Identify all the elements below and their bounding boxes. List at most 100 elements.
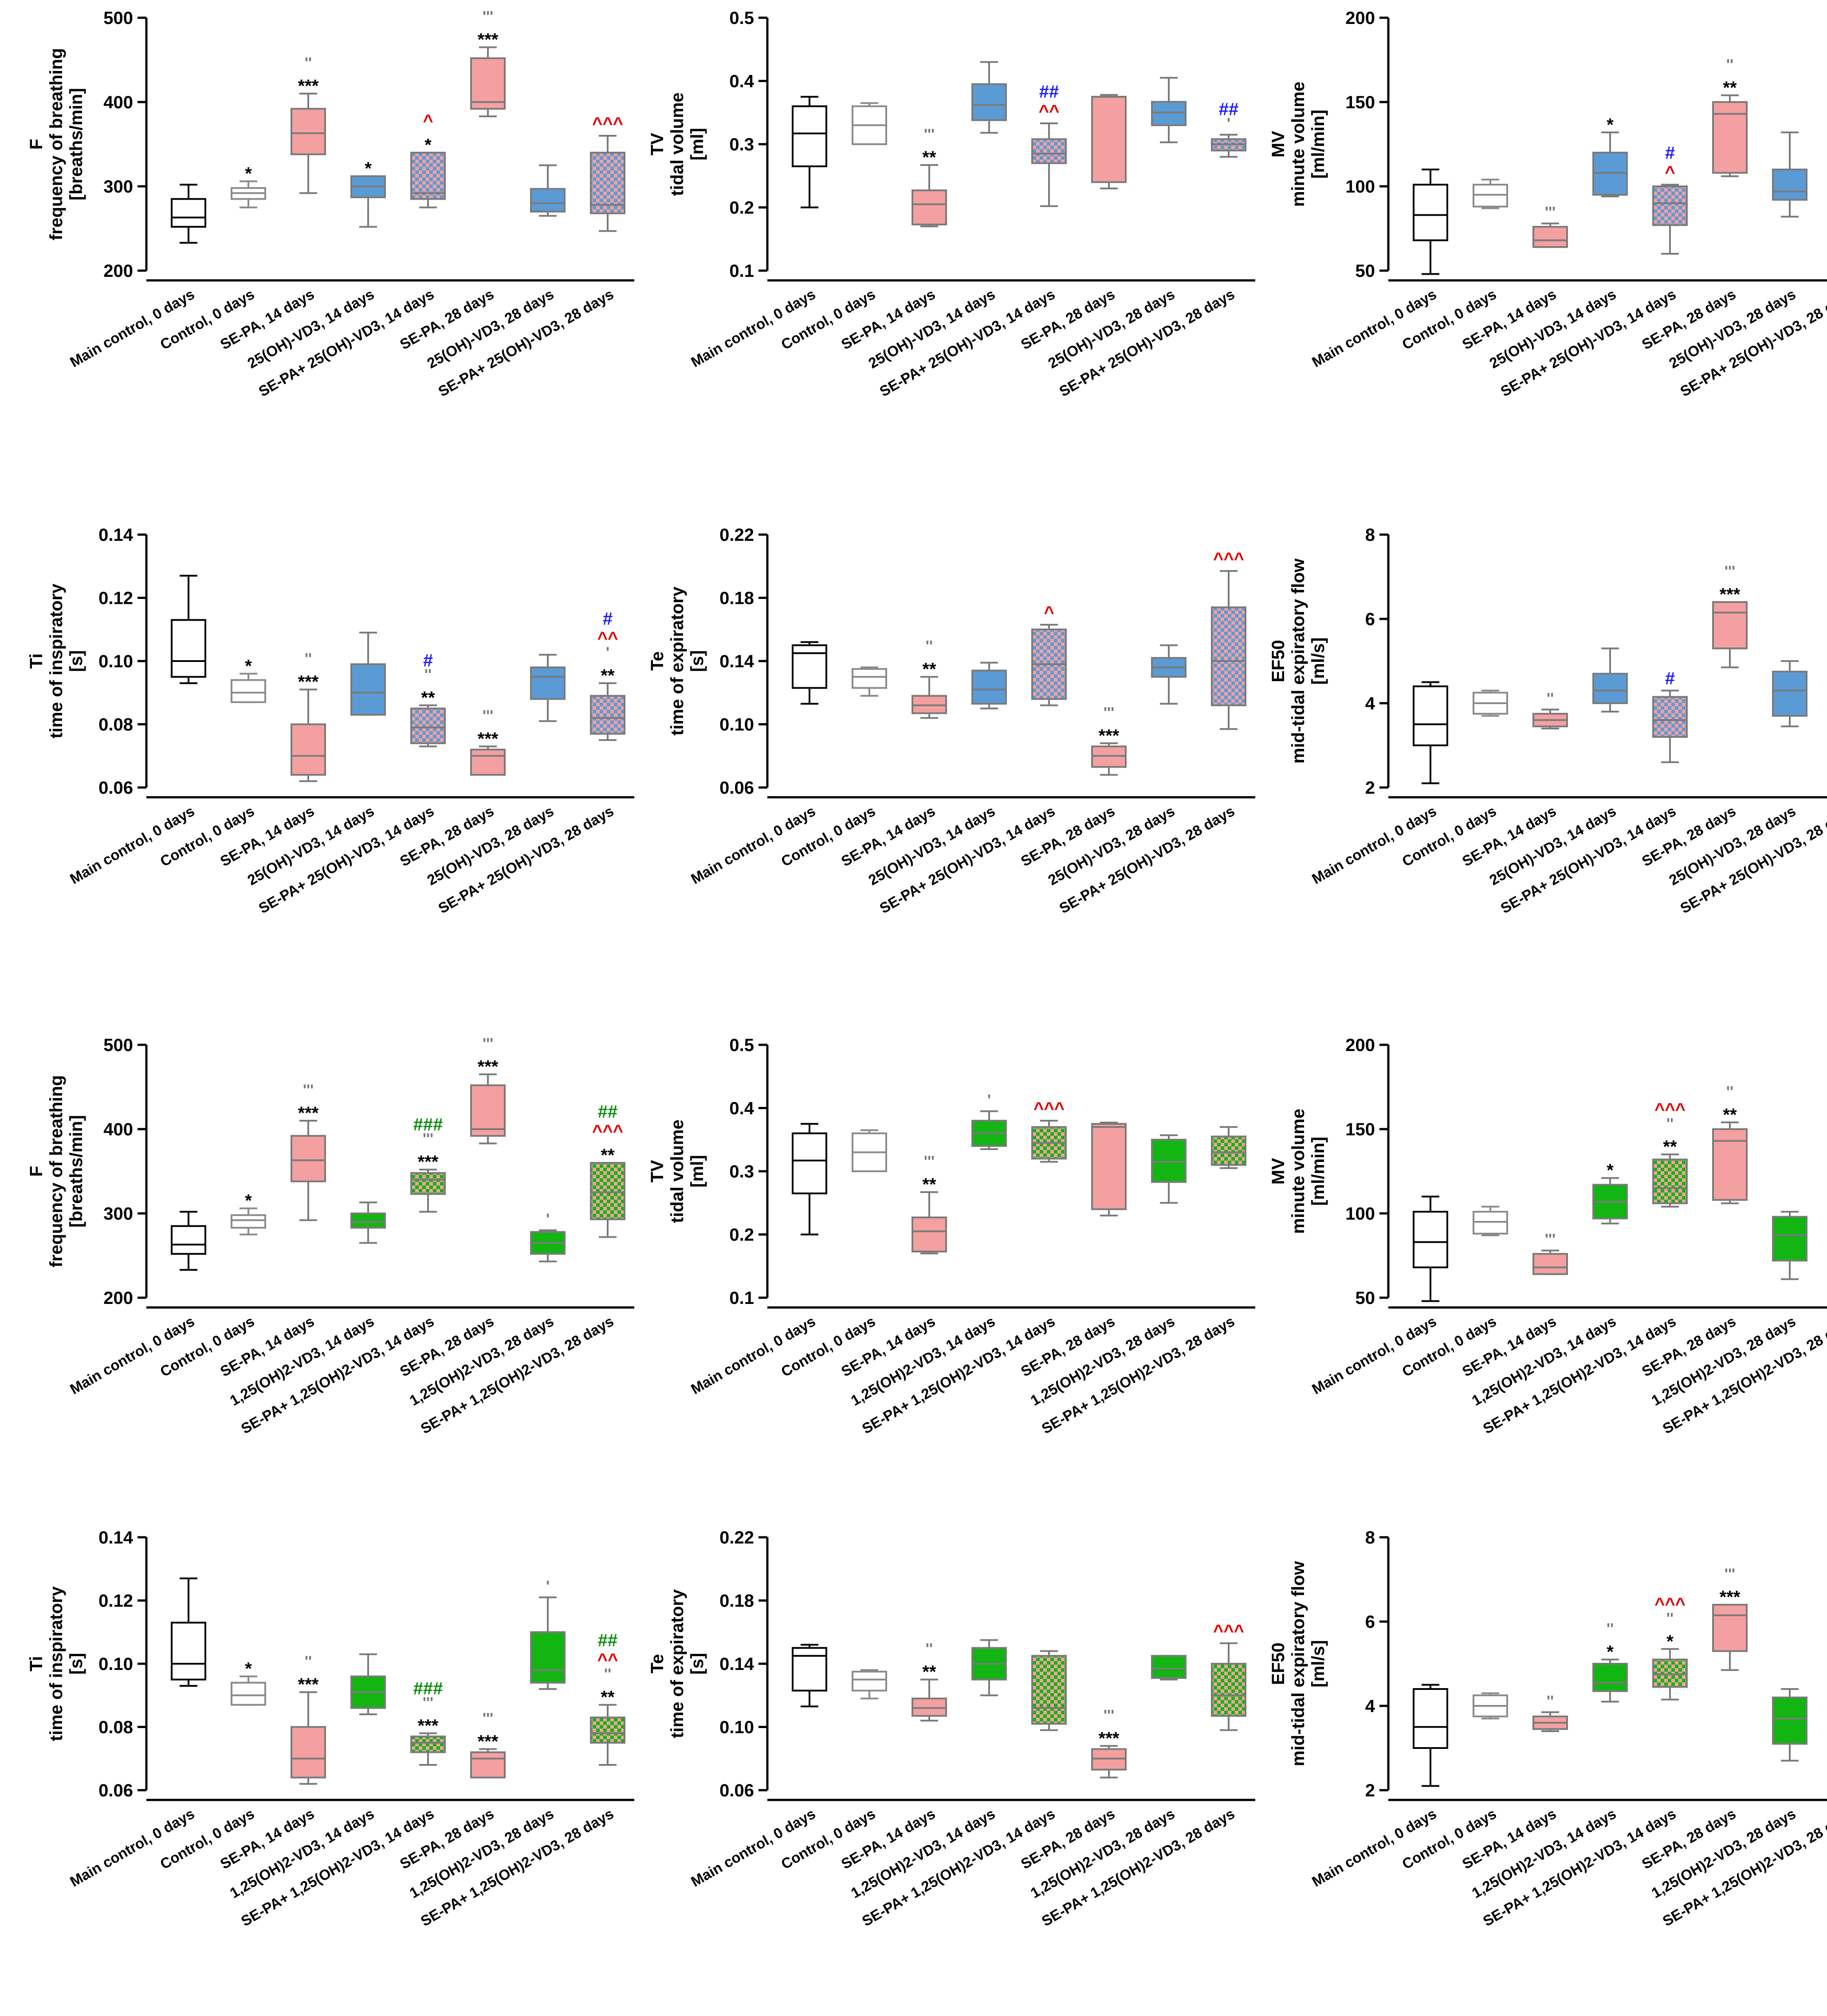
iqr-box xyxy=(792,1132,827,1194)
significance-mark: ' xyxy=(1227,115,1230,132)
iqr-box xyxy=(231,679,266,703)
box-3: *** '' xyxy=(291,55,326,194)
y-tick-label: 400 xyxy=(103,1120,133,1139)
box-6: *** ''' xyxy=(470,1036,506,1145)
significance-mark: ^^ xyxy=(597,629,618,648)
iqr-box xyxy=(470,1084,506,1137)
significance-mark: ** xyxy=(601,1146,615,1165)
box-4: * '' xyxy=(1592,1621,1628,1703)
significance-mark: '' xyxy=(1726,1083,1733,1100)
iqr-box xyxy=(410,152,446,200)
significance-mark: ** xyxy=(421,688,435,708)
significance-mark: ^^^ xyxy=(592,114,623,134)
box-4 xyxy=(971,1639,1007,1697)
y-tick-label: 0.3 xyxy=(729,1162,754,1181)
box-1 xyxy=(792,96,827,209)
y-tick-label: 500 xyxy=(103,8,133,28)
box-6: ** '' xyxy=(1712,56,1748,177)
significance-mark: ' xyxy=(606,644,609,661)
box-5: ^ xyxy=(1031,603,1067,706)
significance-mark: ^ xyxy=(1665,163,1675,182)
box-1 xyxy=(171,1211,206,1271)
box-1 xyxy=(792,1644,827,1708)
iqr-box xyxy=(291,108,326,155)
box-3: ** '' xyxy=(912,638,947,719)
significance-mark: '' xyxy=(604,1666,611,1683)
y-tick-label: 4 xyxy=(1365,694,1375,713)
iqr-box xyxy=(291,1135,326,1182)
iqr-box xyxy=(291,723,326,776)
significance-mark: '' xyxy=(424,666,432,683)
panel-p2: 0.10.20.30.40.5TV tidal volume [ml]Main co… xyxy=(648,8,1255,400)
y-axis-label-2: time of inspiratory xyxy=(47,583,66,739)
significance-mark: ** xyxy=(1723,1105,1737,1125)
significance-mark: * xyxy=(1607,1642,1614,1662)
y-tick-label: 0.06 xyxy=(98,1781,133,1800)
box-5: ** ''^^^ xyxy=(1652,1100,1688,1208)
significance-mark: *** xyxy=(418,1716,439,1736)
iqr-box xyxy=(530,1631,566,1684)
y-tick-label: 0.08 xyxy=(98,715,133,735)
iqr-box xyxy=(350,663,386,716)
iqr-box xyxy=(1532,1253,1568,1275)
box-3: *** '' xyxy=(291,1653,326,1785)
box-1 xyxy=(171,184,206,244)
iqr-box xyxy=(852,668,887,689)
box-6: *** ''' xyxy=(1712,563,1748,669)
panel-p4: 0.06 0.08 0.10 0.12 0.14 Ti time of inspirator… xyxy=(27,525,634,917)
box-3: *** ''' xyxy=(291,1082,326,1221)
y-axis-label-2: mid-tidal expiratory flow xyxy=(1289,558,1308,764)
iqr-box xyxy=(1151,101,1187,126)
y-axis-label-1: Ti xyxy=(27,1656,46,1672)
y-axis-label-1: F xyxy=(27,1166,46,1177)
iqr-box xyxy=(530,666,566,700)
significance-mark: ^^^ xyxy=(1654,1595,1686,1614)
box-7 xyxy=(1772,660,1807,728)
panel-p10: 0.06 0.08 0.10 0.12 0.14 Ti time of inspirator… xyxy=(27,1528,634,1929)
y-axis-label-1: MV xyxy=(1269,1158,1288,1185)
y-tick-label: 0.22 xyxy=(719,525,754,545)
y-tick-label: 6 xyxy=(1365,610,1375,629)
box-3: ** '' xyxy=(912,1641,947,1722)
box-1 xyxy=(792,641,827,705)
significance-mark: ^^^ xyxy=(1654,1100,1686,1119)
y-tick-label: 200 xyxy=(103,1288,133,1308)
significance-mark: '' xyxy=(305,650,312,667)
y-tick-label: 0.10 xyxy=(719,1718,754,1737)
iqr-box xyxy=(410,1735,446,1753)
significance-mark: ** xyxy=(922,660,936,679)
significance-mark: * xyxy=(1666,1632,1674,1651)
iqr-box xyxy=(410,1172,446,1195)
y-tick-label: 300 xyxy=(103,1204,133,1224)
significance-mark: ^^^ xyxy=(1213,549,1244,569)
significance-mark: ** xyxy=(601,1688,615,1707)
y-axis-label-2: mid-tidal expiratory flow xyxy=(1289,1561,1308,1766)
significance-mark: ''' xyxy=(483,1710,493,1727)
significance-mark: # xyxy=(1665,143,1675,163)
y-tick-label: 0.10 xyxy=(98,652,133,671)
significance-mark: '' xyxy=(305,1653,312,1670)
box-3: *** '' xyxy=(291,650,326,782)
significance-mark: ^^^ xyxy=(1033,1099,1065,1118)
y-axis-label-1: TV xyxy=(648,1160,667,1182)
significance-mark: ''' xyxy=(423,1130,433,1147)
y-tick-label: 0.5 xyxy=(729,1036,754,1055)
significance-mark: * xyxy=(245,1659,252,1679)
iqr-box xyxy=(852,1670,887,1692)
significance-mark: *** xyxy=(1720,585,1741,604)
box-2 xyxy=(852,1129,887,1172)
y-axis-label-3: [s] xyxy=(67,650,86,672)
y-tick-label: 0.12 xyxy=(98,1591,133,1611)
iqr-box xyxy=(171,1622,206,1681)
box-6: *** ''' xyxy=(470,8,506,118)
significance-mark: *** xyxy=(478,1057,499,1077)
box-4: * xyxy=(1592,1161,1628,1225)
significance-mark: # xyxy=(423,651,433,670)
iqr-box xyxy=(1031,1655,1067,1725)
box-8: ** ^^^## xyxy=(590,1102,625,1238)
box-7 xyxy=(1151,644,1187,705)
y-tick-label: 0.06 xyxy=(719,778,754,798)
significance-mark: * xyxy=(365,159,372,178)
